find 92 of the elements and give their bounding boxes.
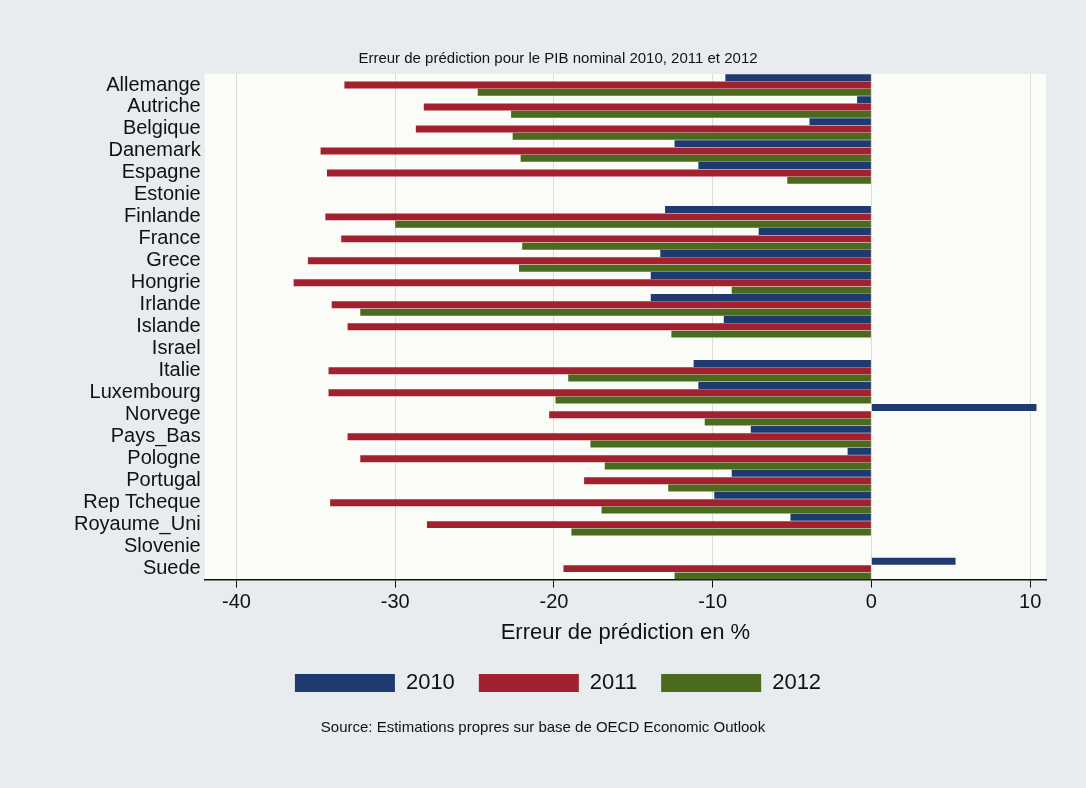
- y-tick-label: Grece: [146, 248, 201, 271]
- bar: [328, 389, 871, 397]
- y-tick-label: Portugal: [126, 468, 201, 491]
- bar: [331, 301, 871, 309]
- x-tick-label: 0: [865, 590, 877, 613]
- bar: [347, 323, 871, 331]
- bar: [674, 140, 871, 148]
- bar: [568, 374, 871, 382]
- y-tick-label: Israel: [151, 336, 201, 359]
- source-note: Source: Estimations propres sur base de OECD Economic Outlook: [319, 718, 767, 735]
- bar: [555, 396, 871, 404]
- chart-title: Erreur de prédiction pour le PIB nominal 2010, 2011 et 2012: [358, 49, 758, 67]
- legend-label: 2011: [589, 669, 638, 695]
- bar: [549, 411, 871, 419]
- bar: [723, 315, 871, 323]
- y-tick-label: Belgique: [122, 116, 201, 139]
- bar: [326, 169, 871, 177]
- y-tick-label: Finlande: [124, 204, 201, 227]
- bar: [477, 88, 871, 96]
- y-tick-label: Autriche: [127, 94, 201, 117]
- bar: [360, 455, 871, 463]
- bar: [320, 147, 871, 155]
- y-tick-label: Slovenie: [124, 534, 201, 557]
- bar: [347, 433, 871, 441]
- bar: [415, 125, 871, 133]
- bar: [423, 103, 871, 111]
- y-tick-label: Irlande: [139, 292, 201, 315]
- y-tick-label: Suede: [142, 556, 201, 579]
- bar: [871, 403, 1037, 411]
- x-tick-label: -20: [539, 590, 569, 613]
- bar: [787, 176, 871, 184]
- bar: [674, 572, 871, 580]
- bar: [584, 477, 871, 485]
- bar: [328, 367, 871, 375]
- bar: [426, 521, 871, 529]
- bar: [511, 110, 871, 118]
- bar: [571, 528, 871, 536]
- x-tick-label: -40: [222, 590, 251, 613]
- bar: [790, 513, 871, 521]
- bar: [590, 440, 871, 448]
- bar: [293, 279, 871, 287]
- bar: [520, 154, 871, 162]
- bar: [758, 228, 871, 236]
- bar: [731, 469, 871, 477]
- bar: [604, 462, 871, 470]
- y-tick-label: France: [138, 226, 201, 249]
- bar: [522, 242, 871, 250]
- y-tick-label: Norvege: [125, 402, 201, 425]
- bar: [650, 272, 871, 279]
- bar: [307, 257, 871, 265]
- bar: [330, 499, 871, 507]
- x-tick-label: -10: [698, 590, 728, 613]
- y-tick-label: Italie: [158, 358, 201, 381]
- bar: [698, 162, 871, 170]
- y-tick-label: Allemange: [106, 72, 201, 95]
- y-tick-label: Rep Tcheque: [83, 490, 201, 513]
- legend-label: 2012: [772, 669, 822, 695]
- y-tick-label: Pologne: [127, 446, 201, 469]
- bar: [871, 557, 956, 565]
- x-tick-label: 10: [1019, 590, 1042, 613]
- bar: [563, 565, 871, 573]
- y-tick-label: Royaume_Uni: [73, 512, 201, 536]
- y-tick-label: Luxembourg: [89, 380, 201, 403]
- y-tick-label: Danemark: [108, 138, 202, 161]
- bar: [809, 118, 871, 126]
- bar: [325, 213, 871, 221]
- x-tick-label: -30: [380, 590, 410, 613]
- bar: [693, 359, 871, 367]
- bar: [341, 235, 871, 243]
- bar: [660, 250, 871, 258]
- y-tick-label: Pays_Bas: [110, 424, 201, 448]
- y-tick-label: Islande: [136, 314, 201, 337]
- bar: [698, 381, 871, 389]
- bar: [512, 132, 871, 140]
- bar: [519, 264, 871, 272]
- bar: [725, 74, 871, 82]
- bar: [360, 308, 871, 316]
- bar: [665, 206, 871, 214]
- legend-label: 2010: [405, 669, 455, 695]
- bar: [395, 220, 871, 228]
- bar: [847, 447, 871, 455]
- bar: [671, 330, 871, 338]
- y-tick-label: Hongrie: [130, 270, 201, 293]
- bar: [704, 418, 871, 426]
- x-axis-title: Erreur de prédiction en %: [500, 618, 751, 644]
- bar: [857, 96, 871, 104]
- bar: [650, 294, 871, 301]
- bar: [714, 491, 871, 499]
- bar: [750, 425, 871, 433]
- bar: [731, 286, 871, 294]
- y-tick-label: Espagne: [121, 160, 201, 183]
- y-tick-label: Estonie: [134, 182, 201, 205]
